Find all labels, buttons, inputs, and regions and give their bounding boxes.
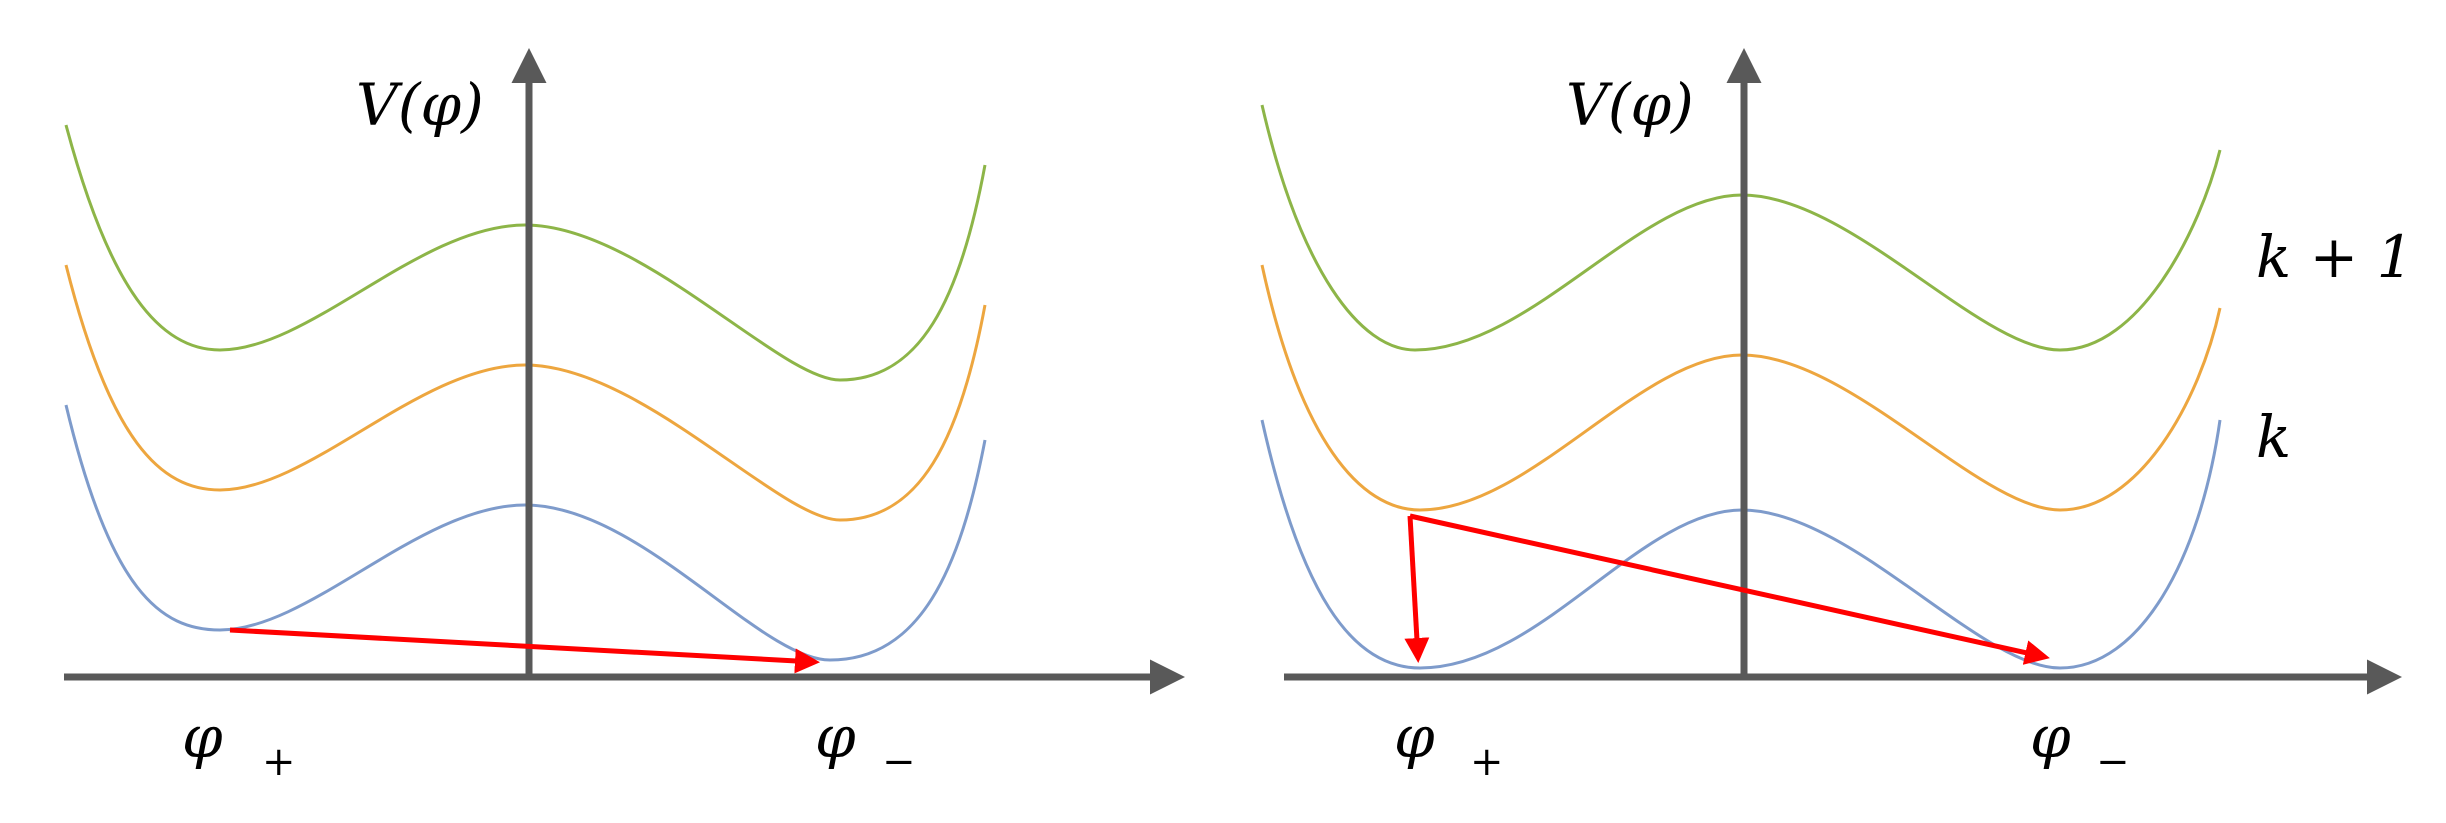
left-phi-plus-label: φ + [182, 703, 296, 785]
svg-text:φ: φ [815, 703, 856, 771]
left-level-mid-curve [64, 264, 987, 522]
svg-text:−: − [882, 739, 916, 785]
left-level-top-curve [64, 124, 987, 382]
left-panel: V(φ) φ + φ − [64, 48, 1185, 785]
svg-text:−: − [2096, 739, 2130, 785]
left-level-bottom-curve [64, 404, 987, 662]
svg-text:+: + [1470, 739, 1504, 785]
right-level-label-upper: k + 1 [2256, 223, 2414, 291]
right-diagonal-transition-arrow [1409, 513, 2050, 665]
left-phi-minus-label: φ − [815, 703, 916, 785]
right-panel: V(φ) k + 1 k φ + φ − [1260, 48, 2414, 785]
right-level-label-lower: k [2256, 403, 2291, 471]
right-phi-minus-label: φ − [2030, 703, 2130, 785]
left-transition-arrow [229, 627, 820, 674]
svg-text:φ: φ [1394, 703, 1435, 771]
right-y-axis-label: V(φ) [1566, 71, 1694, 139]
right-phi-plus-label: φ + [1394, 703, 1504, 785]
left-y-axis-label: V(φ) [356, 71, 484, 139]
svg-text:φ: φ [2030, 703, 2071, 771]
svg-text:+: + [262, 739, 296, 785]
svg-text:φ: φ [182, 703, 223, 771]
right-vertical-transition-arrow [1404, 515, 1430, 663]
